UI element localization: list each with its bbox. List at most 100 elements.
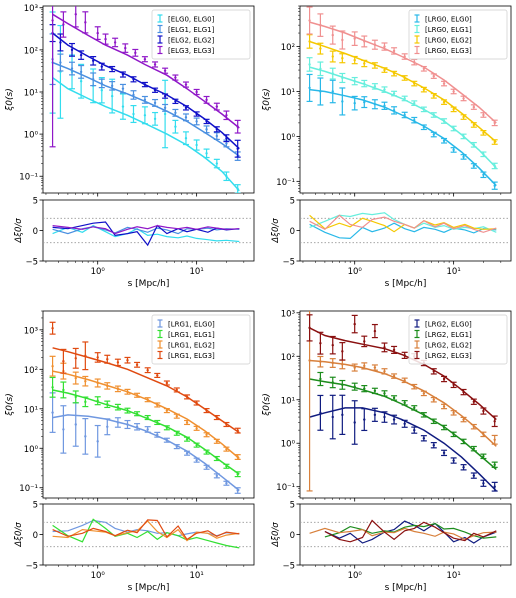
data-point bbox=[462, 135, 465, 138]
data-point bbox=[74, 395, 77, 399]
data-point bbox=[106, 358, 109, 361]
main-plot-area bbox=[49, 321, 241, 494]
legend-entry-label: [ELG0, ELG0] bbox=[168, 16, 215, 24]
x-axis-label: s [Mpc/h] bbox=[128, 583, 170, 593]
data-point bbox=[163, 112, 167, 116]
data-point bbox=[319, 47, 322, 50]
data-point bbox=[59, 61, 62, 64]
data-point bbox=[156, 403, 159, 407]
residual-line bbox=[52, 518, 240, 549]
data-point bbox=[205, 98, 208, 102]
residual-line bbox=[309, 212, 497, 233]
main-y-axis-label: ξ0(s) bbox=[5, 88, 15, 111]
resid-y-tick-label: 5 bbox=[33, 197, 38, 207]
residual-line bbox=[324, 519, 497, 543]
data-point bbox=[165, 426, 169, 430]
data-point bbox=[452, 148, 455, 152]
data-point bbox=[353, 322, 356, 326]
model-line bbox=[309, 327, 497, 421]
data-point bbox=[175, 432, 178, 435]
data-point bbox=[195, 90, 198, 94]
data-point bbox=[319, 341, 322, 345]
data-point bbox=[331, 415, 334, 419]
data-point bbox=[403, 97, 406, 100]
data-point bbox=[493, 485, 496, 488]
model-line bbox=[309, 66, 497, 169]
data-point bbox=[225, 482, 228, 485]
data-point bbox=[70, 48, 74, 52]
data-point bbox=[422, 108, 426, 111]
data-point bbox=[482, 153, 485, 156]
data-point bbox=[331, 343, 334, 347]
x-tick-label: 10⁰ bbox=[348, 267, 363, 277]
residual-plot-area bbox=[52, 518, 240, 549]
data-point bbox=[353, 385, 356, 388]
data-point bbox=[96, 356, 99, 359]
data-point bbox=[96, 440, 99, 443]
legend: [LRG0, ELG0] [LRG0, ELG1] [LRG0, ELG2] [LRG… bbox=[408, 9, 508, 60]
data-point bbox=[442, 451, 446, 455]
resid-y-tick-label: 0 bbox=[290, 531, 295, 541]
data-point bbox=[225, 423, 228, 426]
data-point bbox=[432, 133, 435, 136]
data-point bbox=[51, 411, 54, 414]
data-point bbox=[341, 413, 344, 417]
data-point bbox=[225, 142, 228, 145]
data-point bbox=[153, 117, 157, 121]
data-point bbox=[331, 90, 334, 93]
data-point bbox=[392, 92, 396, 95]
data-point bbox=[134, 51, 137, 55]
data-point bbox=[482, 409, 485, 413]
legend-entry-label: [LRG1, ELG0] bbox=[168, 321, 215, 329]
data-point bbox=[383, 104, 386, 108]
data-point bbox=[215, 105, 219, 108]
data-point bbox=[452, 127, 455, 130]
data-point bbox=[236, 455, 239, 459]
data-point bbox=[121, 87, 125, 90]
data-point bbox=[392, 374, 396, 378]
main-y-axis-label: ξ0(s) bbox=[5, 393, 15, 416]
data-point bbox=[215, 128, 219, 131]
resid-y-tick-label: 0 bbox=[33, 531, 38, 541]
data-point bbox=[146, 398, 149, 401]
data-point bbox=[452, 90, 455, 93]
data-point bbox=[383, 88, 386, 91]
resid-y-tick-label: −5 bbox=[282, 562, 295, 572]
residual-axes-frame bbox=[42, 199, 255, 262]
data-point bbox=[146, 428, 149, 431]
data-point bbox=[215, 134, 219, 138]
legend-entry-label: [ELG1, ELG1] bbox=[168, 26, 215, 34]
data-point bbox=[215, 440, 219, 443]
x-tick-label: 10⁰ bbox=[348, 571, 363, 581]
data-point bbox=[195, 458, 198, 462]
data-point bbox=[175, 445, 178, 448]
data-point bbox=[462, 466, 465, 469]
legend: [LRG2, ELG0] [LRG2, ELG1] [LRG2, ELG2] [LRG… bbox=[408, 314, 508, 365]
y-tick-label: 10¹ bbox=[24, 88, 38, 98]
resid-y-tick-label: 5 bbox=[290, 501, 295, 511]
data-point bbox=[121, 73, 125, 76]
data-point bbox=[135, 363, 139, 367]
y-tick-label: 10² bbox=[24, 366, 38, 376]
data-point bbox=[236, 489, 239, 492]
data-point bbox=[116, 405, 120, 409]
data-point bbox=[163, 106, 167, 110]
data-point bbox=[96, 399, 99, 402]
resid-y-tick-label: −5 bbox=[25, 562, 38, 572]
data-point bbox=[363, 82, 366, 85]
data-point bbox=[432, 420, 435, 423]
data-point bbox=[319, 67, 322, 70]
data-point bbox=[482, 113, 485, 117]
data-point bbox=[392, 109, 396, 112]
data-point bbox=[432, 113, 435, 117]
data-point bbox=[143, 98, 147, 102]
main-axes-frame bbox=[42, 310, 255, 499]
data-point bbox=[403, 401, 406, 405]
x-axis-label: s [Mpc/h] bbox=[385, 279, 427, 289]
data-point bbox=[331, 72, 334, 75]
data-point bbox=[452, 383, 455, 387]
model-line bbox=[52, 370, 240, 460]
data-point bbox=[79, 70, 83, 74]
data-point bbox=[104, 37, 107, 41]
data-point bbox=[493, 121, 496, 125]
